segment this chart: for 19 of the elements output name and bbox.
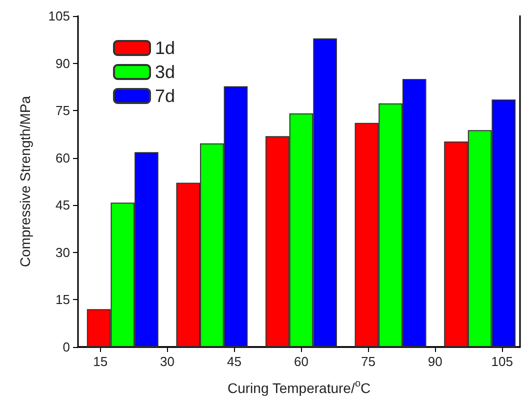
x-tick-label: 60 bbox=[294, 354, 308, 369]
x-tick-label: 90 bbox=[428, 354, 442, 369]
x-tick-label: 30 bbox=[160, 354, 175, 369]
x-tick-label: 15 bbox=[93, 354, 108, 369]
x-tick-label: 75 bbox=[360, 354, 376, 369]
y-tick-label: 60 bbox=[56, 150, 70, 166]
y-tick-label: 15 bbox=[56, 292, 70, 308]
y-tick-label: 105 bbox=[48, 8, 70, 24]
legend-label: 1d bbox=[155, 38, 176, 58]
legend-label: 7d bbox=[155, 86, 176, 106]
y-tick-label: 0 bbox=[62, 340, 70, 354]
y-tick-label: 30 bbox=[56, 244, 70, 260]
y-tick-label: 90 bbox=[56, 56, 70, 71]
x-tick-label: 45 bbox=[227, 354, 242, 369]
x-tick-label: 105 bbox=[491, 354, 513, 369]
y-tick-label: 75 bbox=[56, 103, 70, 118]
y-axis-title: Compressive Strength/MPa bbox=[17, 96, 33, 268]
y-tick-label: 45 bbox=[56, 198, 70, 213]
legend-label: 3d bbox=[155, 62, 176, 82]
